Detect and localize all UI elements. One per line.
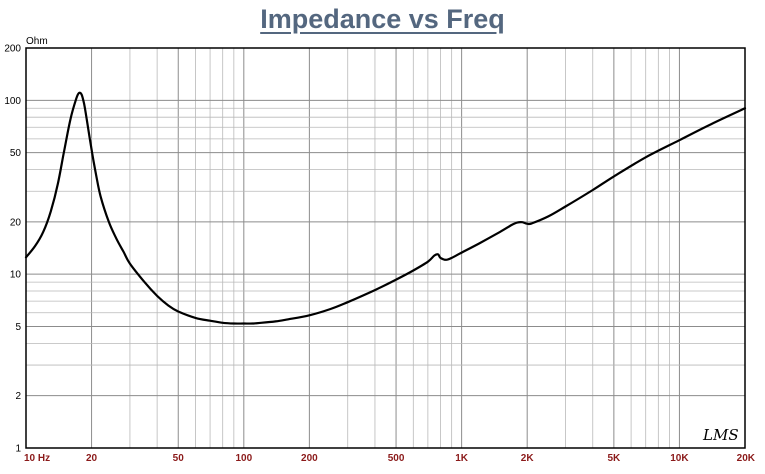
y-tick-label: 2 (15, 391, 21, 402)
y-tick-label: 200 (4, 44, 21, 55)
x-tick-label: 20K (737, 453, 756, 464)
lms-logo: LMS (702, 426, 739, 444)
x-tick-label: 5K (607, 453, 621, 464)
tick-labels: 1 2 5 10 20 50 100 200 10 Hz 20 50 100 200 500 1K 2K 5K 1… (4, 44, 755, 465)
x-tick-label: 200 (301, 453, 318, 464)
chart-title: Impedance vs Freq (260, 4, 505, 34)
impedance-curve (24, 91, 747, 325)
y-axis-unit-label: Ohm (26, 36, 48, 47)
plot-frame (25, 47, 746, 449)
x-tick-label: 2K (521, 453, 535, 464)
y-tick-label: 20 (10, 217, 22, 228)
y-tick-label: 10 (10, 270, 22, 281)
y-tick-label: 1 (15, 444, 21, 455)
y-tick-label: 50 (10, 148, 22, 159)
x-tick-label: 20 (86, 453, 98, 464)
y-tick-label: 5 (15, 322, 21, 333)
x-tick-label: 10K (670, 453, 689, 464)
x-tick-label: 50 (173, 453, 185, 464)
x-tick-label: 100 (235, 453, 252, 464)
y-tick-label: 100 (4, 96, 21, 107)
x-tick-label: 1K (455, 453, 469, 464)
grid-lines (25, 47, 746, 449)
x-tick-label: 500 (388, 453, 405, 464)
x-tick-label: 10 Hz (24, 453, 50, 464)
